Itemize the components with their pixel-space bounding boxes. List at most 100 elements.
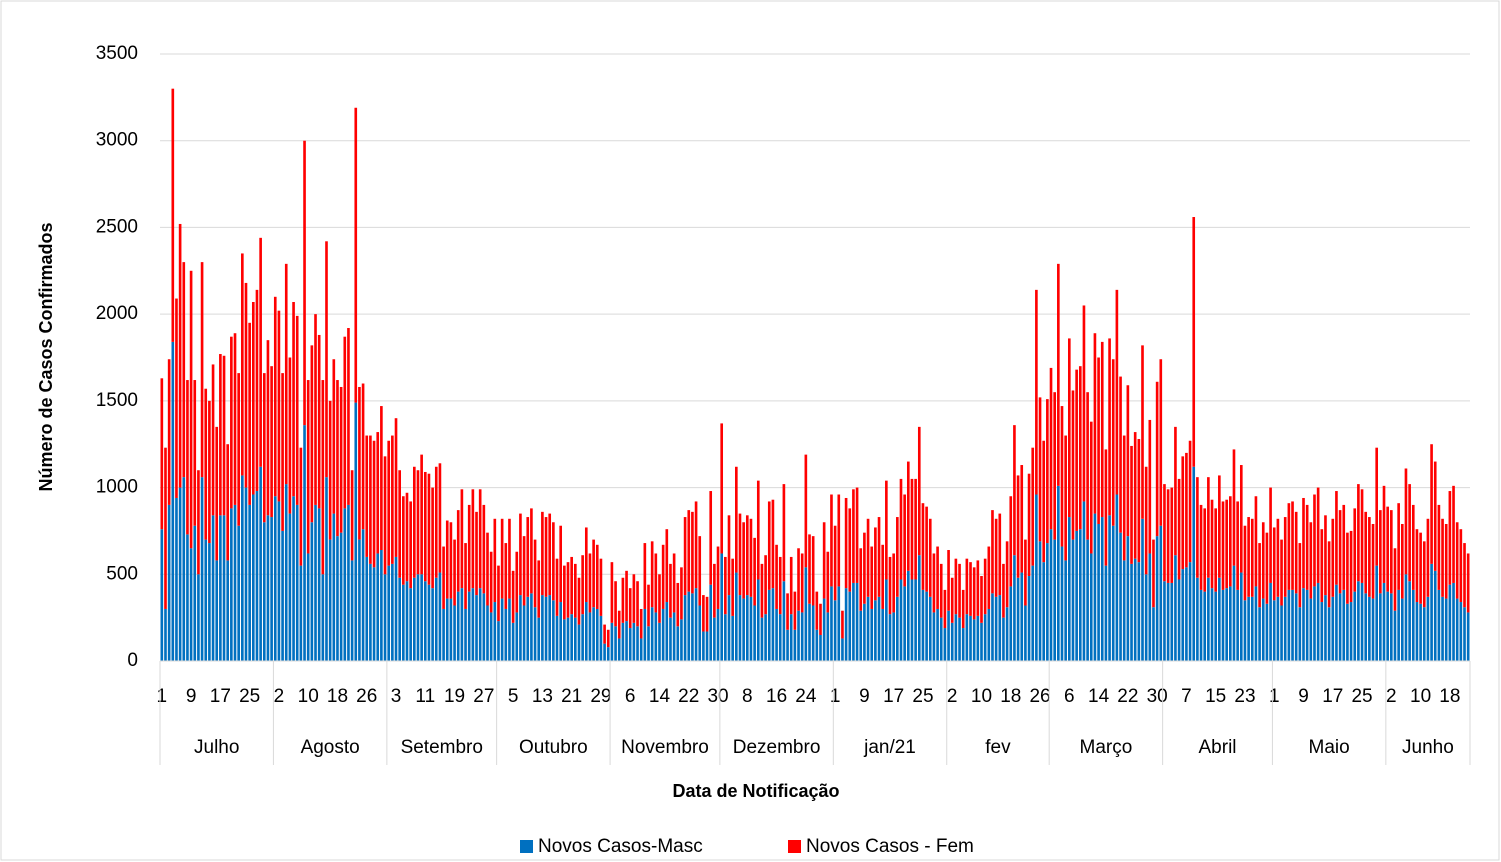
bar-segment (1002, 617, 1005, 661)
bar-segment (771, 588, 775, 661)
bar-segment (420, 574, 423, 661)
bar-segment (1287, 503, 1291, 590)
bar-segment (230, 336, 233, 509)
bar-segment (756, 480, 760, 580)
bar-segment (383, 456, 387, 575)
x-tick-label: 17 (883, 686, 904, 707)
bar-segment (519, 595, 522, 661)
bar-segment (310, 345, 314, 523)
x-tick-label: 1 (830, 686, 841, 707)
bar-segment (1042, 562, 1046, 661)
bar-segment (1100, 341, 1104, 518)
bar-segment (1166, 582, 1170, 661)
bar-segment (1291, 589, 1294, 661)
bar-segment (402, 496, 405, 585)
bar-segment (1309, 522, 1313, 599)
bar-segment (683, 517, 687, 596)
bar-segment (797, 548, 800, 611)
bar-segment (848, 508, 852, 592)
bar-segment (1280, 605, 1283, 661)
bar-segment (273, 296, 277, 497)
x-tick-label: 30 (707, 686, 728, 707)
bar-segment (1294, 593, 1298, 661)
bar-segment (500, 598, 504, 661)
bar-segment (281, 530, 284, 661)
bar-segment (241, 475, 244, 661)
x-tick-label: 22 (678, 686, 699, 707)
bar-segment (292, 496, 295, 661)
bar-segment (1031, 447, 1035, 566)
bar-segment (1338, 593, 1342, 661)
bar-segment (460, 588, 464, 661)
bar-segment (365, 556, 369, 661)
bar-segment (266, 515, 270, 661)
bar-segment (855, 487, 859, 583)
bar-segment (325, 477, 328, 661)
bar-segment (1261, 522, 1265, 599)
y-tick-label: 3500 (96, 43, 138, 64)
bar-segment (1130, 445, 1133, 564)
bar-segment (1210, 588, 1214, 661)
bar-segment (1196, 577, 1199, 661)
x-tick-label: 30 (1147, 686, 1168, 707)
bar-segment (402, 584, 405, 661)
bar-segment (552, 600, 555, 661)
bar-segment (1057, 485, 1060, 661)
bar-segment (1236, 589, 1239, 661)
bar-segment (1064, 435, 1067, 561)
bar-segment (764, 614, 767, 661)
bar-segment (786, 629, 789, 661)
bar-segment (1379, 593, 1382, 661)
bar-segment (577, 624, 581, 661)
bar-segment (1141, 518, 1144, 661)
bar-segment (1463, 543, 1466, 608)
bar-segment (1364, 511, 1368, 594)
bar-segment (1346, 603, 1349, 661)
bar-segment (493, 518, 497, 603)
bar-segment (753, 537, 756, 606)
bar-segment (416, 470, 420, 575)
bar-segment (899, 478, 903, 580)
bar-segment (727, 595, 731, 661)
bar-segment (983, 558, 987, 615)
bar-segment (1360, 489, 1364, 583)
bar-segment (731, 615, 734, 661)
bar-segment (548, 513, 552, 596)
bar-segment (1386, 506, 1389, 592)
bar-segment (314, 504, 317, 661)
group-label: Maio (1309, 737, 1350, 758)
bar-segment (584, 527, 588, 603)
bar-segment (1250, 596, 1254, 661)
bar-segment (1075, 369, 1078, 531)
group-label: Abril (1199, 737, 1237, 758)
x-tick-label: 13 (532, 686, 553, 707)
bar-segment (936, 546, 939, 609)
bar-segment (270, 366, 273, 518)
bar-segment (1239, 572, 1243, 661)
bar-segment (391, 563, 394, 661)
bar-segment (892, 612, 895, 661)
bar-segment (1404, 468, 1408, 575)
bar-segment (592, 607, 595, 661)
bar-segment (222, 355, 226, 516)
bar-segment (1415, 529, 1419, 603)
bar-segment (1247, 596, 1250, 661)
bar-segment (233, 504, 237, 661)
bar-segment (1313, 494, 1316, 587)
bar-segment (1404, 574, 1408, 661)
bar-segment (1009, 586, 1013, 661)
bar-segment (1313, 586, 1316, 661)
bar-segment (687, 510, 691, 592)
bar-segment (885, 579, 888, 661)
x-tick-label: 26 (356, 686, 377, 707)
bar-segment (669, 563, 672, 618)
bar-segment (552, 522, 555, 601)
bar-segment (943, 589, 947, 629)
bar-segment (189, 270, 193, 549)
y-tick-label: 1500 (96, 390, 138, 411)
bar-segment (1342, 504, 1346, 590)
bar-segment (530, 508, 533, 594)
bar-segment (713, 617, 716, 661)
x-tick-label: 21 (561, 686, 582, 707)
bar-segment (1042, 440, 1046, 563)
